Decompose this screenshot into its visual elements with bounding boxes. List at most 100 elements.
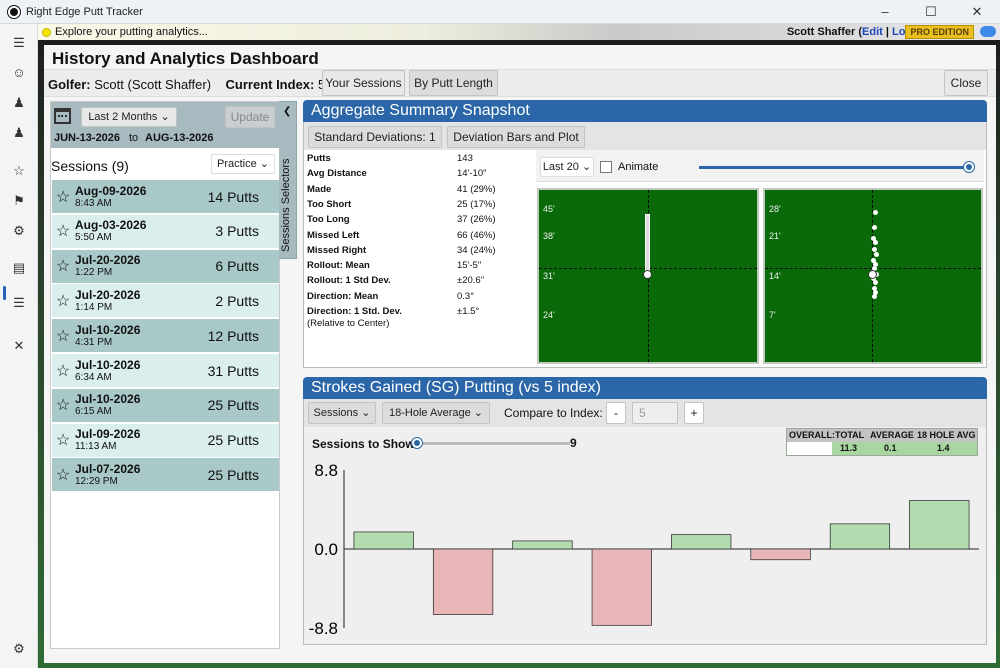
relative-note: (Relative to Center)	[307, 318, 390, 329]
favorite-star-icon[interactable]: ☆	[55, 292, 71, 310]
sg-bar[interactable]	[353, 531, 414, 550]
favorite-star-icon[interactable]: ☆	[55, 258, 71, 276]
animate-checkbox[interactable]	[600, 161, 612, 173]
favorite-star-icon[interactable]: ☆	[55, 362, 71, 380]
user-icon[interactable]: ♟	[13, 95, 25, 110]
ball-marker-icon	[643, 270, 652, 279]
collapse-arrow-icon[interactable]: ❮	[283, 106, 292, 117]
session-item[interactable]: ☆ Jul-09-2026 11:13 AM 25 Putts	[52, 423, 279, 458]
settings-icon[interactable]: ⚙	[13, 641, 25, 656]
close-icon[interactable]: ✕	[13, 338, 25, 353]
sg-bar[interactable]	[909, 500, 970, 550]
favorite-star-icon[interactable]: ☆	[55, 223, 71, 241]
close-button[interactable]: Close	[944, 70, 988, 96]
sg-mode-select[interactable]: Sessions ⌄	[308, 402, 376, 424]
sg-average-select[interactable]: 18-Hole Average ⌄	[382, 402, 490, 424]
session-item[interactable]: ☆ Jul-20-2026 1:22 PM 6 Putts	[52, 249, 279, 284]
star-icon[interactable]: ☆	[13, 163, 25, 178]
y-tick-label: 0.0	[314, 540, 338, 559]
favorite-star-icon[interactable]: ☆	[55, 432, 71, 450]
from-date: JUN-13-2026	[54, 132, 121, 144]
add-user-icon[interactable]: ☺	[12, 65, 26, 80]
last-select-label: Last 20	[542, 161, 579, 173]
by-putt-length-button[interactable]: By Putt Length	[409, 70, 498, 96]
update-button[interactable]: Update	[225, 106, 275, 128]
golfer-label: Golfer:	[48, 77, 91, 92]
user-settings-icon[interactable]: ♟	[13, 125, 25, 140]
sg-bar[interactable]	[829, 523, 891, 550]
right-tick-4: 7'	[769, 310, 776, 320]
session-item[interactable]: ☆ Aug-03-2026 5:50 AM 3 Putts	[52, 214, 279, 249]
range-select[interactable]: Last 2 Months ⌄	[81, 107, 177, 127]
chart-icon[interactable]: ▤	[12, 260, 26, 275]
overall-v2: 0.1	[884, 443, 897, 453]
putt-dot	[872, 286, 877, 291]
index-minus-button[interactable]: -	[606, 402, 626, 424]
stat-key: Putts	[307, 153, 331, 164]
stat-row: Made 41 (29%)	[307, 184, 537, 199]
sessions-slider-track[interactable]	[418, 442, 570, 445]
sg-bar[interactable]	[671, 534, 732, 550]
close-window-icon[interactable]: ✕	[971, 4, 983, 19]
filter-select[interactable]: Practice ⌄	[211, 154, 275, 174]
range-select-label: Last 2 Months	[88, 111, 158, 123]
sg-bar[interactable]	[432, 548, 494, 615]
distance-plot: 45' 38' 31' 24'	[537, 188, 759, 364]
sg-bar-chart: 8.8 0.0 -8.8	[309, 461, 979, 638]
left-tick-4: 24'	[543, 310, 555, 320]
favorite-star-icon[interactable]: ☆	[55, 188, 71, 206]
edit-link[interactable]: Edit	[862, 26, 883, 38]
plot-select[interactable]: Deviation Bars and Plot ⌄	[447, 126, 585, 164]
session-date: Jul-07-2026	[75, 461, 141, 476]
animate-label: Animate	[618, 161, 659, 173]
cloud-icon[interactable]	[980, 26, 996, 37]
session-item[interactable]: ☆ Jul-07-2026 12:29 PM 25 Putts	[52, 458, 279, 493]
session-time: 12:29 PM	[75, 475, 118, 487]
calendar-icon[interactable]	[54, 108, 71, 124]
sessions-selectors-tab[interactable]: ❮ Sessions Selectors	[279, 101, 297, 259]
compare-index-input[interactable]: 5	[632, 402, 678, 424]
minimize-icon[interactable]: –	[881, 4, 889, 19]
session-date: Aug-09-2026	[75, 183, 147, 198]
putter-icon[interactable]: ⚑	[13, 193, 25, 208]
session-item[interactable]: ☆ Jul-10-2026 6:15 AM 25 Putts	[52, 388, 279, 423]
sg-toolbar: Sessions ⌄ 18-Hole Average ⌄ Compare to …	[303, 399, 987, 427]
user-name: Scott Shaffer	[786, 26, 856, 38]
favorite-star-icon[interactable]: ☆	[55, 327, 71, 345]
maximize-icon[interactable]: ☐	[925, 4, 937, 19]
group-icon[interactable]: ⚙	[13, 223, 25, 238]
sg-bar[interactable]	[512, 540, 573, 550]
stat-row: Too Long 37 (26%)	[307, 214, 537, 229]
session-item[interactable]: ☆ Jul-10-2026 4:31 PM 12 Putts	[52, 319, 279, 354]
menu-icon[interactable]: ☰	[13, 35, 25, 50]
last-select[interactable]: Last 20 ⌄	[540, 157, 594, 177]
favorite-star-icon[interactable]: ☆	[55, 397, 71, 415]
stat-key: Too Short	[307, 198, 352, 210]
overall-v1: 11.3	[840, 443, 858, 453]
animate-slider-thumb[interactable]	[964, 162, 974, 172]
stat-value: 41 (29%)	[457, 183, 496, 195]
sessions-slider-thumb[interactable]	[412, 438, 422, 448]
session-item[interactable]: ☆ Jul-10-2026 6:34 AM 31 Putts	[52, 354, 279, 388]
session-putts: 2 Putts	[215, 292, 259, 309]
sg-bar[interactable]	[750, 548, 811, 561]
session-datetime: Jul-07-2026 12:29 PM	[75, 462, 140, 488]
favorite-star-icon[interactable]: ☆	[55, 466, 71, 484]
stat-value: 37 (26%)	[457, 214, 496, 226]
session-item[interactable]: ☆ Aug-09-2026 8:43 AM 14 Putts	[52, 180, 279, 214]
layers-icon[interactable]: ☰	[13, 295, 25, 310]
animate-slider-track[interactable]	[699, 166, 967, 169]
compare-label: Compare to Index:	[504, 406, 603, 420]
session-item[interactable]: ☆ Jul-20-2026 1:14 PM 2 Putts	[52, 284, 279, 319]
stat-value: 0.3°	[457, 290, 475, 302]
stat-value: 14'-10"	[457, 168, 487, 180]
plot-select-label: Deviation Bars and Plot	[453, 130, 579, 144]
session-time: 6:15 AM	[75, 406, 112, 418]
your-sessions-button[interactable]: Your Sessions	[322, 70, 405, 96]
sg-mode-label: Sessions	[313, 407, 359, 419]
session-putts: 25 Putts	[207, 397, 259, 414]
overall-blank	[787, 442, 832, 455]
std-dev-select[interactable]: Standard Deviations: 1 ⌄	[308, 126, 442, 164]
sg-bar[interactable]	[591, 548, 652, 626]
index-plus-button[interactable]: +	[684, 402, 704, 424]
